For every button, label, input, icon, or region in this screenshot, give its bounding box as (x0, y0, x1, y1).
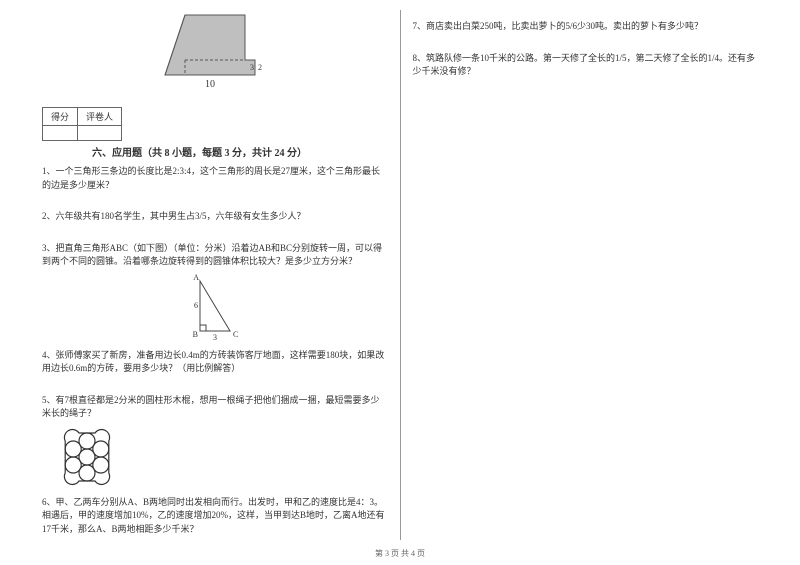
question-4: 4、张师傅家买了新房，准备用边长0.4m的方砖装饰客厅地面，这样需要180块，如… (42, 349, 388, 376)
bundle-c2 (93, 441, 109, 457)
question-5: 5、有7根直径都是2分米的圆柱形木棍，想用一根绳子把他们捆成一捆，最短需要多少米… (42, 394, 388, 421)
tri-label-a: A (193, 273, 199, 282)
grader-cell: 评卷人 (78, 108, 122, 126)
bundle-c5 (65, 457, 81, 473)
question-7: 7、商店卖出白菜250吨，比卖出萝卜的5/6少30吨。卖出的萝卜有多少吨？ (413, 20, 759, 34)
spacer (413, 10, 759, 20)
question-2: 2、六年级共有180名学生，其中男生占3/5，六年级有女生多少人？ (42, 210, 388, 224)
question-3: 3、把直角三角形ABC（如下图）（单位：分米）沿着边AB和BC分别旋转一周，可以… (42, 242, 388, 269)
exam-page: 10 3 2 得分 评卷人 六、应用题（共 8 小题，每题 3 分，共计 24 … (0, 0, 800, 565)
bundle-circles (64, 429, 109, 484)
grader-blank (78, 126, 122, 141)
question-8: 8、筑路队修一条10千米的公路。第一天修了全长的1/5，第二天修了全长的1/4。… (413, 52, 759, 79)
triangle-svg: A B C 6 3 (180, 273, 250, 343)
bundle-svg (52, 425, 122, 490)
right-angle-icon (200, 325, 206, 331)
tri-label-c: C (233, 330, 238, 339)
section-title: 六、应用题（共 8 小题，每题 3 分，共计 24 分） (92, 144, 388, 159)
table-row (43, 126, 122, 141)
tri-side-v: 6 (194, 301, 198, 310)
tri-label-b: B (192, 330, 197, 339)
bundle-c6 (65, 441, 81, 457)
question-1: 1、一个三角形三条边的长度比是2:3:4，这个三角形的周长是27厘米，这个三角形… (42, 165, 388, 192)
score-cell: 得分 (43, 108, 78, 126)
triangle-shape (200, 281, 230, 331)
trap-notch-w: 2 (258, 63, 262, 72)
tri-side-h: 3 (213, 333, 217, 342)
page-footer: 第 3 页 共 4 页 (0, 548, 800, 559)
score-table: 得分 评卷人 (42, 107, 122, 141)
right-column: 7、商店卖出白菜250吨，比卖出萝卜的5/6少30吨。卖出的萝卜有多少吨？ 8、… (401, 10, 771, 540)
score-blank (43, 126, 78, 141)
trapezoid-figure: 10 3 2 (42, 10, 388, 95)
trap-base-label: 10 (205, 79, 215, 90)
left-column: 10 3 2 得分 评卷人 六、应用题（共 8 小题，每题 3 分，共计 24 … (30, 10, 401, 540)
trap-right-h: 3 (250, 63, 254, 72)
question-6: 6、甲、乙两车分别从A、B两地同时出发相向而行。出发时，甲和乙的速度比是4：3。… (42, 496, 388, 537)
triangle-figure: A B C 6 3 (42, 273, 388, 343)
bundle-figure (52, 425, 388, 490)
trapezoid-svg: 10 3 2 (155, 10, 275, 95)
table-row: 得分 评卷人 (43, 108, 122, 126)
trapezoid-shape (165, 15, 255, 75)
